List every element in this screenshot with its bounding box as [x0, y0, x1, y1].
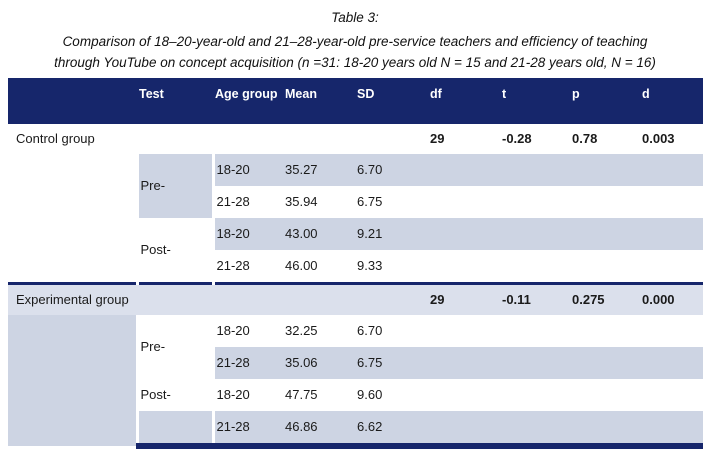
control-pre-1820-filler	[428, 153, 703, 186]
experimental-post-1820-mean: 47.75	[285, 387, 318, 403]
control-pre-1820-sd: 6.70	[355, 153, 428, 186]
experimental-pre-1820-mean: 32.25	[285, 323, 318, 339]
header-cell-test: Test	[137, 77, 213, 124]
control-group-label: Control group	[16, 131, 95, 147]
experimental-pre-1820-row: Pre- 18-20 32.25 6.70	[8, 314, 703, 446]
control-pre-label: Pre-	[135, 153, 213, 218]
control-pre-2128-age: 21-28	[211, 185, 283, 218]
experimental-t-value: -0.11	[500, 281, 570, 315]
control-spacer-cell	[8, 154, 137, 284]
table-caption-line1: Comparison of 18–20-year-old and 21–28-y…	[62, 33, 648, 49]
control-post-2128-filler	[428, 250, 703, 284]
header-cell-p: p	[570, 77, 640, 124]
experimental-spacer-cell	[8, 314, 137, 446]
header-cell-d: d	[640, 77, 703, 124]
control-group-row: Control group 29 -0.28 0.78 0.003	[8, 124, 703, 154]
header-cell-mean: Mean	[283, 77, 355, 124]
control-post-2128-row: 21-28 46.00 9.33	[8, 249, 703, 284]
experimental-post-2128-mean: 46.86	[283, 410, 355, 449]
header-cell-group	[8, 77, 137, 124]
experimental-pre-label: Pre-	[135, 314, 213, 379]
experimental-post-1820-row: Post- 18-20 47.75 9.60	[8, 378, 703, 411]
stats-table: Test Age group Mean SD df t p d Control …	[8, 77, 703, 449]
experimental-post-2128-filler	[428, 410, 703, 449]
control-pre-2128-row: 21-28 35.94 6.75	[8, 185, 703, 218]
experimental-pre-2128-mean: 35.06	[283, 346, 355, 379]
control-pre-1820-mean: 35.27	[283, 153, 355, 186]
control-pre-1820-age: 18-20	[211, 153, 283, 186]
header-cell-t: t	[500, 77, 570, 124]
control-post-1820-mean: 43.00	[283, 217, 355, 250]
control-t-value: -0.28	[502, 131, 532, 147]
table-caption-block: Table 3: Comparison of 18–20-year-old an…	[0, 0, 710, 74]
control-post-2128-mean: 46.00	[285, 258, 318, 274]
experimental-p-value: 0.275	[570, 281, 640, 315]
experimental-pre-1820-filler	[428, 315, 703, 347]
control-df-value: 29	[430, 131, 445, 147]
experimental-post-1820-filler	[428, 379, 703, 411]
control-pre-2128-mean: 35.94	[285, 194, 318, 210]
table-number: Table 3:	[331, 10, 379, 25]
control-post-1820-sd: 9.21	[355, 217, 428, 250]
header-row: Test Age group Mean SD df t p d	[8, 77, 703, 124]
experimental-group-row: Experimental group 29 -0.11 0.275 0.000	[8, 281, 703, 315]
experimental-post-2128-age: 21-28	[211, 410, 283, 449]
experimental-d-value: 0.000	[640, 281, 703, 315]
control-post-2128-age: 21-28	[211, 249, 283, 284]
control-pre-2128-sd: 6.75	[357, 194, 383, 210]
experimental-pre-1820-age: 18-20	[211, 314, 283, 347]
control-d-value: 0.003	[642, 131, 675, 147]
control-p-value: 0.78	[572, 131, 598, 147]
header-cell-sd: SD	[355, 77, 428, 124]
experimental-post-1820-age: 18-20	[211, 378, 283, 411]
experimental-pre-2128-age: 21-28	[211, 346, 283, 379]
control-pre-2128-filler	[428, 186, 703, 218]
experimental-df-value: 29	[428, 281, 500, 315]
experimental-pre-2128-row: 21-28 35.06 6.75	[8, 346, 703, 379]
experimental-post-label: Post-	[135, 378, 213, 411]
control-post-1820-age: 18-20	[211, 217, 283, 250]
header-cell-age-group: Age group	[213, 77, 283, 124]
control-post-1820-filler	[428, 217, 703, 250]
experimental-post-2128-sd: 6.62	[355, 410, 428, 449]
experimental-post-1820-sd: 9.60	[357, 387, 383, 403]
experimental-pre-2128-filler	[428, 346, 703, 379]
experimental-post-2128-row: 21-28 46.86 6.62	[8, 410, 703, 449]
header-cell-df: df	[428, 77, 500, 124]
experimental-post-2128-test-cell	[135, 410, 213, 449]
experimental-pre-2128-sd: 6.75	[355, 346, 428, 379]
control-post-2128-sd: 9.33	[357, 258, 383, 274]
control-pre-1820-row: Pre- 18-20 35.27 6.70	[8, 153, 703, 218]
experimental-pre-1820-sd: 6.70	[357, 323, 383, 339]
control-post-1820-row: Post- 18-20 43.00 9.21	[8, 217, 703, 284]
table-caption-line2: through YouTube on concept acquisition (…	[54, 55, 656, 71]
control-post-label: Post-	[135, 217, 213, 284]
experimental-group-label: Experimental group	[8, 281, 428, 315]
